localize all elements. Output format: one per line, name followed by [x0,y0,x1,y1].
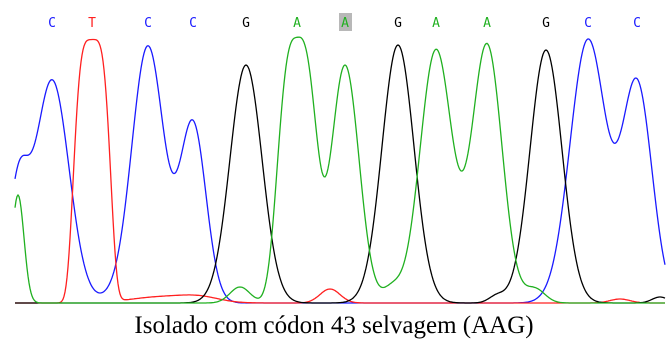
base-call: A [483,16,491,31]
base-call: C [189,16,197,31]
base-call: G [542,16,550,31]
base-call: C [144,16,152,31]
caption: Isolado com códon 43 selvagem (AAG) [134,312,533,339]
trace [15,45,665,303]
base-call: C [584,16,592,31]
chromatogram: C T C C G A A G A A G C C Isolado com códon 43 selva… [0,0,668,358]
base-call: A [293,16,301,31]
base-call: C [48,16,56,31]
base-call: A [432,16,440,31]
base-call: T [88,16,96,31]
base-call: A [341,16,349,31]
traces [15,37,665,303]
base-call: G [242,16,250,31]
base-call: G [394,16,402,31]
base-call: C [633,16,641,31]
